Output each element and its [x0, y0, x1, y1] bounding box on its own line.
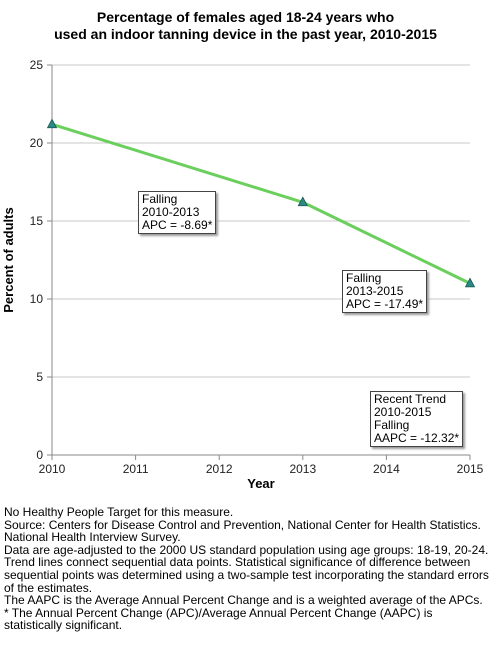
annotation-line: Falling	[142, 192, 178, 206]
annotation-line: AAPC = -12.32*	[374, 431, 460, 445]
y-axis-label: Percent of adults	[1, 207, 16, 312]
y-axis-ticks: 0 5 10 15 20 25	[30, 58, 52, 462]
annotation-2013-2015: Falling 2013-2015 APC = -17.49*	[342, 270, 428, 313]
y-tick-label: 15	[30, 214, 44, 228]
x-axis-label: Year	[247, 476, 274, 491]
y-tick-label: 20	[30, 136, 44, 150]
data-point-marker	[46, 118, 58, 129]
annotation-line: 2010-2015	[374, 405, 432, 419]
footnote: Trend lines connect sequential data poin…	[4, 555, 489, 595]
x-tick-label: 2015	[457, 462, 484, 476]
footnote: * The Annual Percent Change (APC)/Averag…	[4, 605, 433, 633]
footnotes: No Healthy People Target for this measur…	[4, 506, 490, 632]
footnote: Data are age-adjusted to the 2000 US sta…	[4, 542, 489, 557]
x-tick-label: 2011	[123, 462, 149, 476]
annotation-line: Falling	[374, 418, 410, 432]
annotation-line: 2013-2015	[346, 284, 404, 298]
annotation-line: Falling	[346, 271, 382, 285]
chart-title-line-2: used an indoor tanning device in the pas…	[54, 26, 437, 42]
chart-title: Percentage of females aged 18-24 years w…	[0, 9, 491, 43]
data-point-marker	[297, 196, 308, 207]
data-point-marker	[464, 277, 476, 288]
annotation-line: APC = -17.49*	[346, 297, 424, 311]
x-tick-label: 2013	[289, 462, 316, 476]
footnote: Source: Centers for Disease Control and …	[4, 517, 481, 545]
series-line	[51, 122, 471, 285]
data-series	[46, 118, 476, 288]
y-tick-label: 25	[30, 58, 44, 72]
x-axis-ticks: 2010 2011 2012 2013 2014 2015	[39, 455, 484, 476]
footnote: No Healthy People Target for this measur…	[4, 505, 234, 519]
x-tick-label: 2012	[206, 462, 233, 476]
annotation-recent-trend: Recent Trend 2010-2015 Falling AAPC = -1…	[370, 391, 464, 447]
annotation-line: Recent Trend	[374, 392, 447, 406]
y-tick-label: 5	[36, 370, 43, 384]
x-tick-label: 2010	[39, 462, 66, 476]
grid-lines	[52, 64, 470, 378]
annotation-line: APC = -8.69*	[142, 218, 213, 232]
annotation-line: 2010-2013	[142, 205, 200, 219]
annotation-2010-2013: Falling 2010-2013 APC = -8.69*	[138, 191, 217, 234]
chart-title-line-1: Percentage of females aged 18-24 years w…	[96, 9, 395, 25]
footnote: The AAPC is the Average Annual Percent C…	[4, 593, 483, 608]
y-tick-label: 0	[36, 448, 43, 462]
x-tick-label: 2014	[373, 462, 400, 476]
y-tick-label: 10	[30, 292, 44, 306]
